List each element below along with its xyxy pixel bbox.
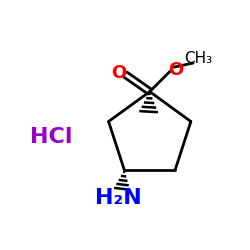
Text: H₂N: H₂N (95, 188, 142, 208)
Text: O: O (168, 60, 184, 78)
Text: CH₃: CH₃ (184, 51, 212, 66)
Text: O: O (111, 64, 126, 82)
Text: HCl: HCl (30, 127, 72, 147)
